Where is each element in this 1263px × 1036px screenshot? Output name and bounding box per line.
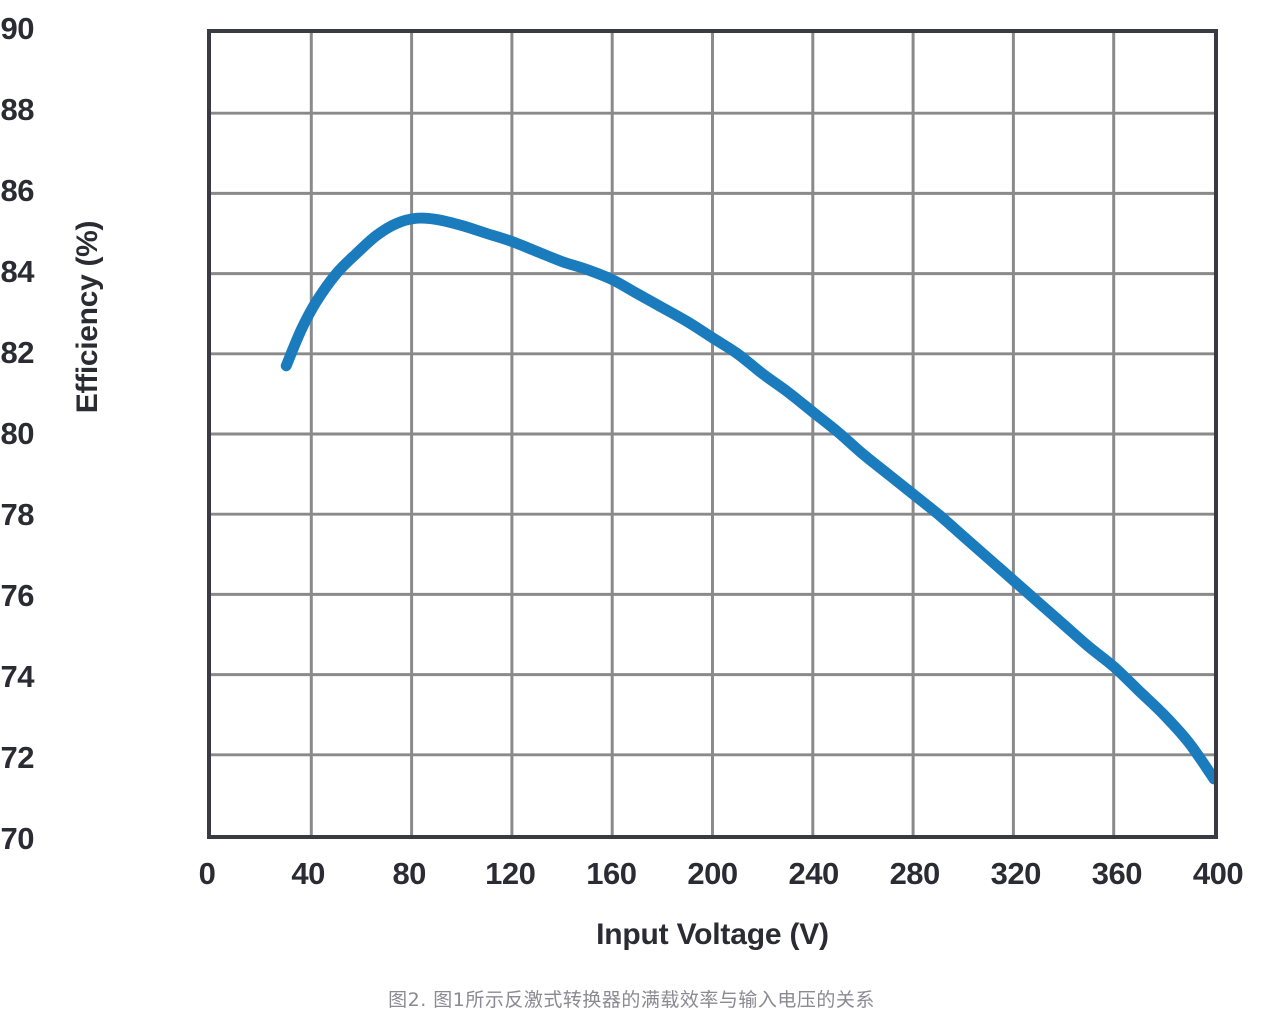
efficiency-curve — [280, 212, 1214, 785]
plot-area — [207, 29, 1218, 839]
x-tick-label: 280 — [889, 856, 941, 891]
chart-canvas — [211, 33, 1214, 835]
horizontal-gridlines — [211, 111, 1214, 757]
x-tick-label: 160 — [586, 856, 637, 891]
y-tick-label: 76 — [0, 578, 35, 613]
x-tick-label: 320 — [990, 856, 1042, 891]
x-tick-label: 120 — [485, 856, 536, 891]
y-tick-label: 86 — [0, 173, 35, 208]
x-tick-label: 240 — [788, 856, 839, 891]
y-tick-label: 82 — [0, 335, 35, 370]
x-axis-title: Input Voltage (V) — [596, 918, 829, 951]
y-tick-label: 80 — [0, 416, 35, 451]
x-tick-label: 0 — [198, 856, 216, 891]
y-tick-label: 74 — [0, 659, 35, 694]
y-axis-title: Efficiency (%) — [71, 220, 104, 414]
y-tick-label: 84 — [0, 254, 35, 289]
x-tick-label: 40 — [291, 856, 325, 891]
x-tick-label: 360 — [1091, 856, 1143, 891]
y-tick-label: 90 — [0, 11, 35, 46]
x-tick-label: 400 — [1192, 856, 1244, 891]
figure-caption: 图2. 图1所示反激式转换器的满载效率与输入电压的关系 — [388, 989, 875, 1011]
y-tick-label: 70 — [0, 821, 35, 856]
y-tick-label: 72 — [0, 740, 35, 775]
y-tick-label: 78 — [0, 497, 35, 532]
x-tick-label: 80 — [392, 856, 426, 891]
x-tick-label: 200 — [687, 856, 738, 891]
y-tick-label: 88 — [0, 92, 35, 127]
